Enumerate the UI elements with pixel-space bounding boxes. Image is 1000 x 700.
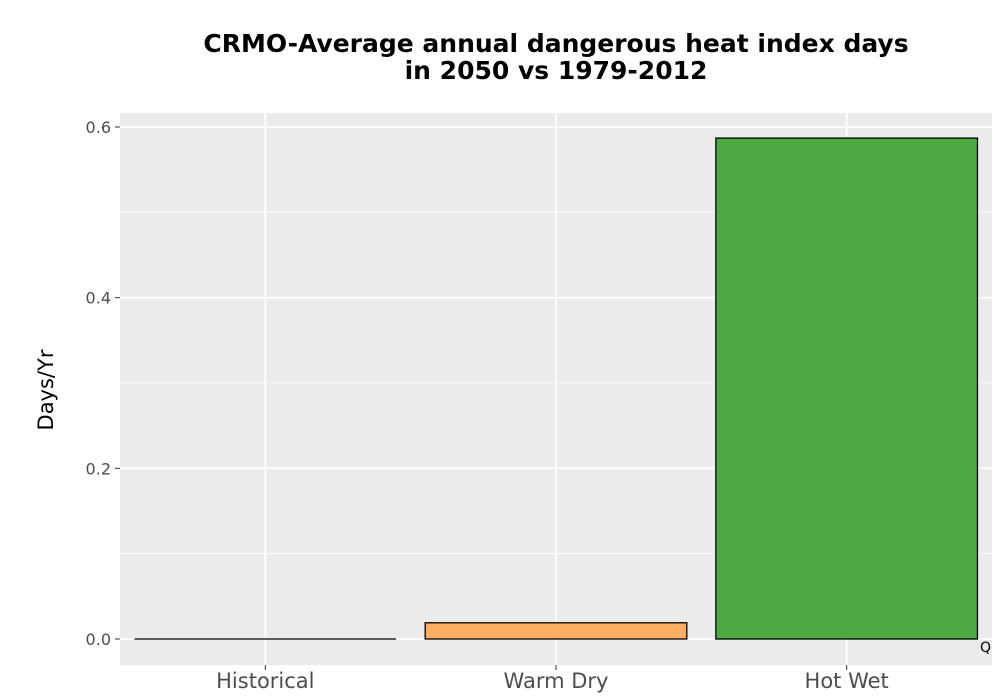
x-tick-label: Hot Wet xyxy=(805,669,889,693)
y-tick-label: 0.2 xyxy=(86,459,111,478)
chart-title-line-2: in 2050 vs 1979-2012 xyxy=(404,56,708,85)
y-tick-label: 0.0 xyxy=(86,630,111,649)
x-tick-label: Historical xyxy=(216,669,314,693)
corner-mark: Q xyxy=(980,640,992,656)
chart-title: CRMO-Average annual dangerous heat index… xyxy=(120,30,992,84)
chart-title-line-1: CRMO-Average annual dangerous heat index… xyxy=(203,29,909,58)
bar-warm-dry xyxy=(424,622,688,640)
bar-hot-wet xyxy=(715,137,979,640)
y-tick-label: 0.4 xyxy=(86,289,111,308)
y-tick-label: 0.6 xyxy=(86,118,111,137)
x-tick-label: Warm Dry xyxy=(504,669,609,693)
